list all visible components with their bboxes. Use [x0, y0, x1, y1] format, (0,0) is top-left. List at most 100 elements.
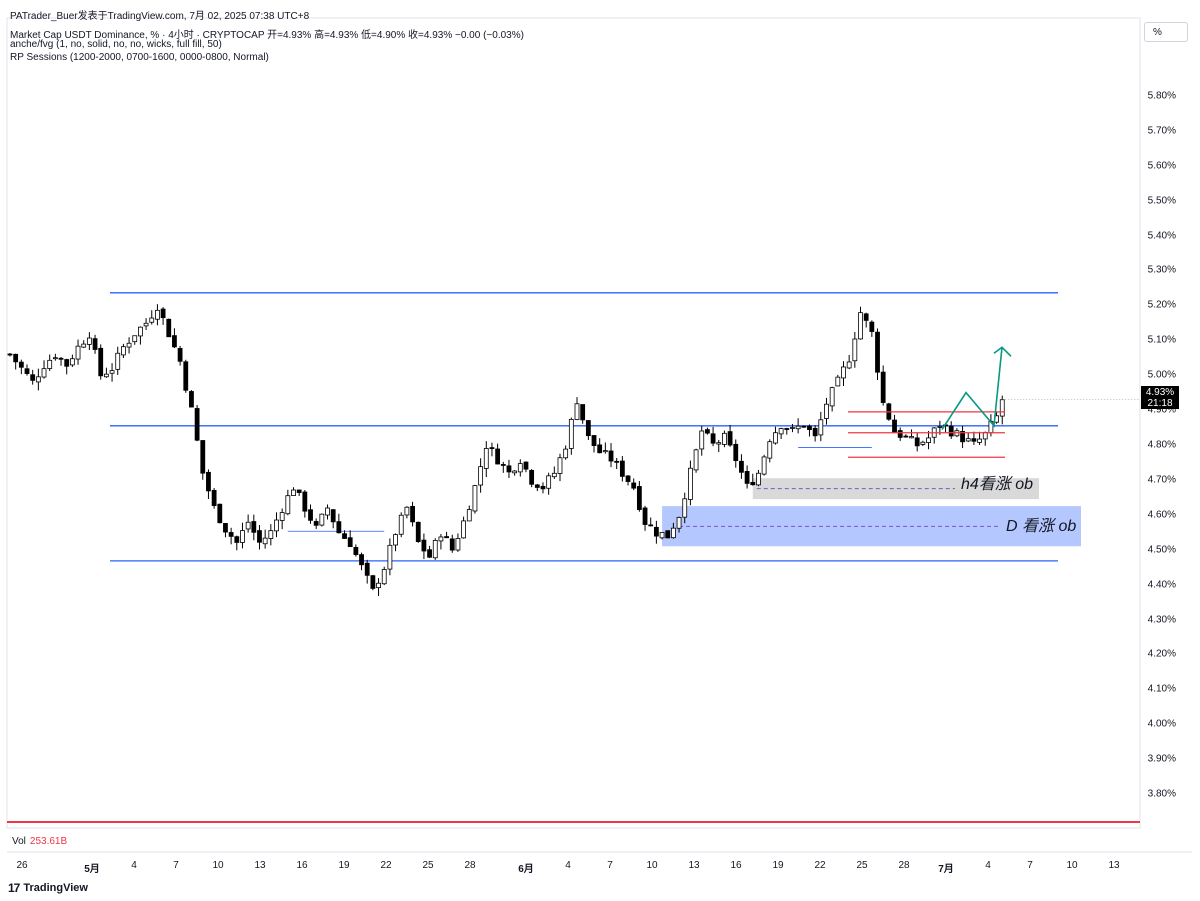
indicator-sessions-label[interactable]: RP Sessions (1200-2000, 0700-1600, 0000-… [10, 52, 269, 63]
candle-body [756, 472, 761, 486]
candle-body [568, 418, 574, 449]
candle-body [143, 322, 149, 327]
candle-body [257, 530, 262, 543]
indicator-fvg-label[interactable]: anche/fvg (1, no, solid, no, no, wicks, … [10, 39, 222, 50]
candle-body [767, 441, 773, 459]
candle-body [750, 481, 756, 486]
time-tick-label: 26 [16, 860, 28, 871]
time-tick-label: 13 [1108, 860, 1120, 871]
percent-scale-button[interactable]: % [1144, 22, 1188, 42]
tradingview-wordmark: TradingView [23, 882, 88, 894]
candle-body [971, 438, 977, 442]
candle-body [625, 475, 631, 482]
candle-body [863, 313, 869, 321]
candle-body [631, 482, 637, 489]
candle-body [319, 513, 325, 526]
d-ob-zone-label: D 看涨 ob [1006, 518, 1077, 535]
candle-body [608, 450, 614, 462]
time-tick-label: 7 [607, 860, 613, 871]
candle-body [189, 391, 194, 408]
candle-body [325, 507, 330, 516]
candle-body [914, 437, 920, 447]
candle-body [200, 440, 206, 474]
candle-body [234, 536, 240, 543]
candle-body [296, 489, 302, 493]
candle-body [13, 353, 19, 363]
candle-body [336, 521, 342, 534]
candle-body [489, 447, 495, 450]
price-tick-label: 4.10% [1147, 683, 1176, 695]
price-tick-label: 5.50% [1147, 195, 1176, 207]
price-tick-label: 3.80% [1147, 788, 1176, 800]
candle-body [432, 540, 438, 559]
candle-body [529, 469, 535, 485]
price-tick-label: 5.00% [1147, 369, 1176, 381]
candle-body [183, 361, 189, 391]
candle-body [138, 326, 143, 337]
candle-body [279, 512, 285, 521]
candle-body [387, 544, 393, 570]
last-price-tag: 4.93% 21:18 [1141, 386, 1179, 409]
candle-body [160, 308, 166, 319]
time-tick-label: 19 [772, 860, 784, 871]
price-tick-label: 5.30% [1147, 264, 1176, 276]
last-price-value: 4.93% [1145, 387, 1175, 398]
time-tick-label: 7月 [938, 864, 954, 875]
time-tick-label: 22 [380, 860, 392, 871]
volume-label: Vol [12, 836, 26, 847]
candle-body [557, 457, 563, 474]
time-tick-label: 28 [898, 860, 910, 871]
candle-body [693, 449, 699, 471]
price-tick-label: 4.80% [1147, 439, 1176, 451]
candle-body [829, 387, 835, 407]
candle-body [415, 521, 421, 542]
time-tick-label: 4 [985, 860, 991, 871]
time-tick-label: 25 [422, 860, 434, 871]
candle-body [92, 338, 98, 350]
candle-body [778, 428, 784, 435]
candle-body [52, 357, 58, 360]
candle-body [109, 370, 115, 374]
candle-body [795, 425, 801, 430]
candle-body [75, 345, 81, 360]
candle-body [841, 366, 846, 379]
price-tick-label: 4.40% [1147, 579, 1176, 591]
candle-body [727, 431, 733, 446]
time-tick-label: 5月 [84, 864, 100, 875]
price-tick-label: 4.30% [1147, 614, 1176, 626]
attribution-text: PATrader_Buer发表于TradingView.com, 7月 02, … [10, 11, 310, 22]
candle-body [381, 569, 387, 585]
candle-body [69, 358, 75, 366]
projection-arrowhead [993, 346, 1012, 357]
price-tick-label: 4.90% [1147, 404, 1176, 416]
candle-body [960, 431, 965, 443]
price-tick-label: 4.50% [1147, 544, 1176, 556]
candle-body [977, 438, 982, 443]
candle-body [347, 537, 353, 548]
candle-body [653, 526, 659, 537]
candle-body [268, 530, 274, 539]
candle-body [580, 404, 586, 421]
candle-body [47, 359, 53, 369]
candle-body [807, 425, 812, 431]
candle-body [920, 441, 926, 445]
candle-body [739, 460, 744, 473]
tradingview-logo[interactable]: 17 TradingView [8, 881, 88, 895]
candle-body [999, 399, 1005, 417]
candle-body [937, 426, 943, 428]
price-tick-label: 4.60% [1147, 509, 1176, 521]
price-tick-label: 5.60% [1147, 160, 1176, 172]
candle-body [540, 485, 546, 490]
candle-body [223, 523, 228, 533]
time-tick-label: 25 [856, 860, 868, 871]
candle-body [455, 538, 461, 551]
candle-body [262, 537, 268, 545]
candle-body [7, 353, 13, 356]
price-tick-label: 5.70% [1147, 125, 1176, 137]
price-tick-label: 4.70% [1147, 474, 1176, 486]
candle-body [376, 582, 381, 589]
price-tick-label: 5.10% [1147, 334, 1176, 346]
candle-body [784, 428, 790, 430]
candle-body [869, 321, 875, 332]
